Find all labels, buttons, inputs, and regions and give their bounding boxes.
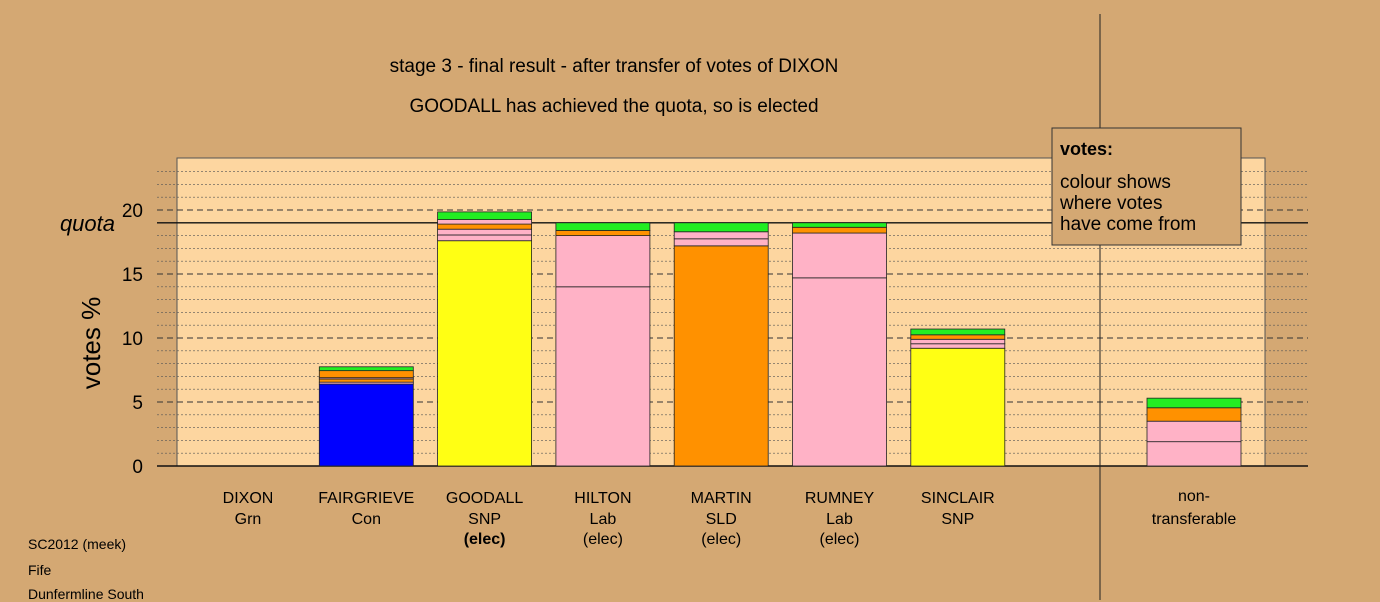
bar-goodall-segment xyxy=(437,240,533,467)
y-tick-label: 10 xyxy=(122,329,143,350)
y-tick-label: 20 xyxy=(122,201,143,222)
bar-goodall-segment xyxy=(437,228,533,236)
y-tick-label: 0 xyxy=(132,457,143,478)
bar-hilton-segment xyxy=(555,286,651,467)
bar-martin-segment xyxy=(673,231,769,240)
candidate-name: GOODALL xyxy=(446,490,523,507)
bar-sinclair-segment xyxy=(910,347,1006,467)
y-axis-label: votes % xyxy=(76,297,106,390)
candidate-party: SLD xyxy=(706,511,737,528)
candidate-status: (elec) xyxy=(583,531,623,548)
bar-sinclair-segment xyxy=(910,334,1006,340)
meta-constituency: Dunfermline South xyxy=(28,586,144,602)
nontransferable-label-1: non- xyxy=(1178,488,1210,505)
candidate-party: SNP xyxy=(468,511,501,528)
bar-sinclair-segment xyxy=(910,343,1006,349)
chart-subtitle: GOODALL has achieved the quota, so is el… xyxy=(409,96,818,117)
legend-line-3: have come from xyxy=(1060,214,1196,235)
bar-sinclair-segment xyxy=(910,328,1006,336)
quota-label: quota xyxy=(60,211,115,236)
legend-line-1: colour shows xyxy=(1060,172,1171,193)
bar-fairgrieve-segment xyxy=(318,383,414,467)
bar-goodall-segment xyxy=(437,234,533,242)
y-axis: 0 5 10 15 20 quota xyxy=(60,201,143,478)
legend: votes: colour shows where votes have com… xyxy=(1051,127,1242,246)
candidate-name: FAIRGRIEVE xyxy=(318,490,414,507)
candidate-status: (elec) xyxy=(464,531,506,548)
x-axis-labels: DIXON Grn FAIRGRIEVE Con GOODALL SNP (elec) HIL… xyxy=(223,488,1237,548)
legend-line-2: where votes xyxy=(1059,193,1162,214)
bar-hilton-segment xyxy=(555,222,651,231)
bar-hilton-segment xyxy=(555,230,651,236)
candidate-status: (elec) xyxy=(819,531,859,548)
bar-nontransferable-segment xyxy=(1146,441,1242,467)
candidate-name: HILTON xyxy=(574,490,631,507)
y-tick-label: 5 xyxy=(132,393,143,414)
bar-fairgrieve-segment xyxy=(318,378,414,383)
meta-region: Fife xyxy=(28,562,52,578)
candidate-name: DIXON xyxy=(223,490,274,507)
bar-fairgrieve-segment xyxy=(318,366,414,372)
candidate-name: RUMNEY xyxy=(805,490,875,507)
candidate-name: SINCLAIR xyxy=(921,490,995,507)
bar-nontransferable-segment xyxy=(1146,420,1242,443)
candidate-party: Con xyxy=(352,511,381,528)
bar-rumney-segment xyxy=(792,226,887,234)
bar-rumney-segment xyxy=(792,222,887,228)
bar-martin-segment xyxy=(673,245,769,467)
bar-hilton-segment xyxy=(555,235,651,288)
candidate-party: Lab xyxy=(826,511,853,528)
bar-fairgrieve-segment xyxy=(318,370,414,379)
legend-box xyxy=(1051,127,1242,246)
meta-method: SC2012 (meek) xyxy=(28,536,127,552)
candidate-status: (elec) xyxy=(701,531,741,548)
bar-rumney-segment xyxy=(792,232,887,279)
bar-goodall-segment xyxy=(437,211,533,220)
bar-rumney-segment xyxy=(792,277,887,467)
y-tick-label: 15 xyxy=(122,265,143,286)
bar-goodall-segment xyxy=(437,223,533,230)
bar-martin-segment xyxy=(673,238,769,247)
candidate-name: MARTIN xyxy=(691,490,752,507)
bars xyxy=(318,211,1242,467)
bar-goodall-segment xyxy=(437,219,533,225)
candidate-party: Grn xyxy=(235,511,262,528)
legend-title: votes: xyxy=(1060,139,1113,159)
bar-sinclair-segment xyxy=(910,338,1006,345)
chart-title: stage 3 - final result - after transfer … xyxy=(390,56,839,77)
candidate-party: SNP xyxy=(941,511,974,528)
candidate-party: Lab xyxy=(590,511,617,528)
bar-martin-segment xyxy=(673,222,769,233)
bar-nontransferable-segment xyxy=(1146,407,1242,422)
bar-nontransferable-segment xyxy=(1146,397,1242,409)
nontransferable-label-2: transferable xyxy=(1152,511,1237,528)
